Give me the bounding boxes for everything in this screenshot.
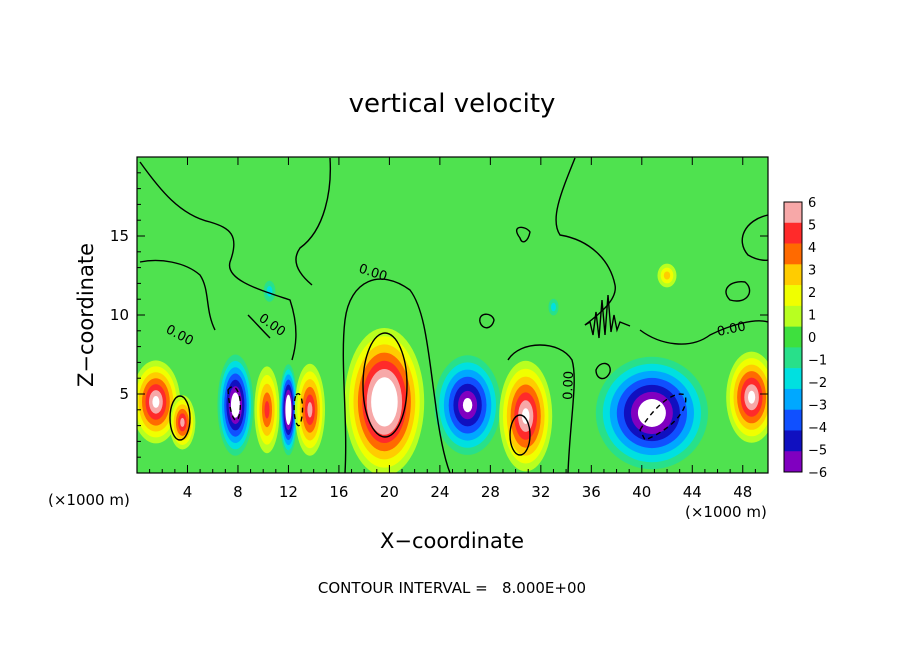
velocity-band [264,401,270,419]
y-tick-label: 15 [110,227,129,245]
colorbar-tick-label: 1 [808,309,816,324]
colorbar-swatch [784,285,802,307]
velocity-band [521,408,530,424]
zero-contours [139,157,768,473]
colorbar-swatch [784,326,802,348]
contour-line [295,157,332,286]
contour-line [509,414,531,456]
velocity-band [180,417,185,427]
colorbar-tick-label: 5 [808,219,816,234]
contour-line [584,294,631,339]
colorbar-swatch [784,368,802,390]
velocity-band [152,396,160,408]
colorbar-tick-label: 2 [808,286,816,301]
y-axis: 5 10 15 [110,172,768,458]
colorbar-swatch [784,305,802,327]
contour-line-negative [293,392,304,427]
colorbar-tick-label: 4 [808,241,816,256]
contour-line [725,281,751,302]
colorbar-swatch [784,202,802,224]
x-axis: 4 8 12 16 20 24 28 32 36 40 44 48 [149,157,756,501]
y-tick-label: 10 [110,306,129,324]
velocity-band [307,402,313,418]
colorbar-swatch [784,222,802,244]
contour-label: 0.00 [716,319,747,340]
colorbar-swatch [784,451,802,473]
x-tick-label: 48 [733,483,752,501]
x-tick-label: 24 [430,483,449,501]
x-tick-label: 4 [183,483,193,501]
contour-line [139,161,297,361]
velocity-field [137,263,768,473]
colorbar-tick-label: 6 [808,196,816,211]
colorbar-swatch [784,388,802,410]
x-tick-label: 44 [683,483,702,501]
velocity-band [266,286,273,297]
colorbar-swatch [784,430,802,452]
colorbar: 6 5 4 3 2 1 0 −1 −2 −3 −4 −5 −6 [783,196,827,481]
x-tick-label: 40 [632,483,651,501]
contour-line [342,278,451,473]
x-tick-label: 16 [329,483,348,501]
colorbar-tick-label: −1 [808,354,827,369]
plot-area: 0.00 0.00 0.00 0.00 0.00 [137,157,768,473]
contour-line [741,214,768,261]
contour-line [639,320,768,345]
colorbar-tick-label: −6 [808,466,827,481]
contour-line [507,344,575,473]
colorbar-swatch [784,264,802,286]
colorbar-tick-label: −4 [808,421,827,436]
contour-label: 0.00 [561,371,577,400]
contour-line [595,362,611,380]
velocity-band [663,271,671,280]
x-tick-label: 12 [279,483,298,501]
colorbar-tick-label: 3 [808,264,816,279]
velocity-band [551,302,556,312]
x-axis-label: X−coordinate [380,529,524,553]
velocity-band [233,398,238,412]
y-axis-label: Z−coordinate [74,243,98,387]
colorbar-swatch [784,347,802,369]
contour-line [139,259,216,331]
contour-line [362,332,408,438]
velocity-band [462,398,473,413]
velocity-band [748,390,756,404]
colorbar-frame [783,201,803,473]
y-tick-label: 5 [119,385,129,403]
contour-line-negative [227,386,242,422]
contour-line [247,314,271,339]
contour-line-negative [639,393,687,441]
colorbar-swatch [784,409,802,431]
contour-line [515,226,531,243]
contour-line [169,395,191,441]
chart-title: vertical velocity [349,89,556,119]
colorbar-swatch [784,243,802,265]
colorbar-tick-label: −5 [808,444,827,459]
x-tick-label: 36 [582,483,601,501]
colorbar-tick-label: −2 [808,376,827,391]
colorbar-tick-label: 0 [808,331,816,346]
contour-line [479,313,495,329]
x-tick-label: 8 [233,483,243,501]
velocity-band [380,393,389,411]
x-tick-label: 28 [481,483,500,501]
velocity-band [287,404,290,415]
x-unit-label-right: (×1000 m) [685,503,767,521]
colorbar-tick-label: −3 [808,399,827,414]
x-tick-label: 20 [380,483,399,501]
contour-interval-note: CONTOUR INTERVAL = 8.000E+00 [318,579,586,597]
x-unit-label-left: (×1000 m) [48,491,130,509]
x-tick-label: 32 [531,483,550,501]
